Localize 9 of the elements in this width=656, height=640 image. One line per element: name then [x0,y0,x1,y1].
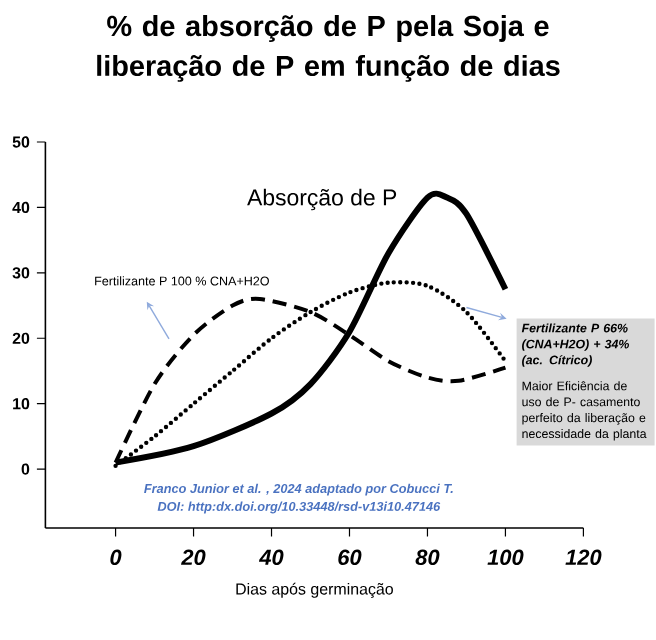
series-label: Absorção de P [247,188,397,211]
x-tick-label: 0 [110,549,122,566]
x-tick-label: 80 [415,549,440,566]
x-tick-label: 60 [338,549,362,566]
x-tick-label: 120 [565,549,602,566]
chart-title: % de absorção de P pela Soja e liberação de P em função de dias [97,15,560,82]
x-tick-label: 100 [487,549,524,566]
x-tick-label: 20 [181,549,206,566]
x-tick-label: 40 [258,549,284,566]
